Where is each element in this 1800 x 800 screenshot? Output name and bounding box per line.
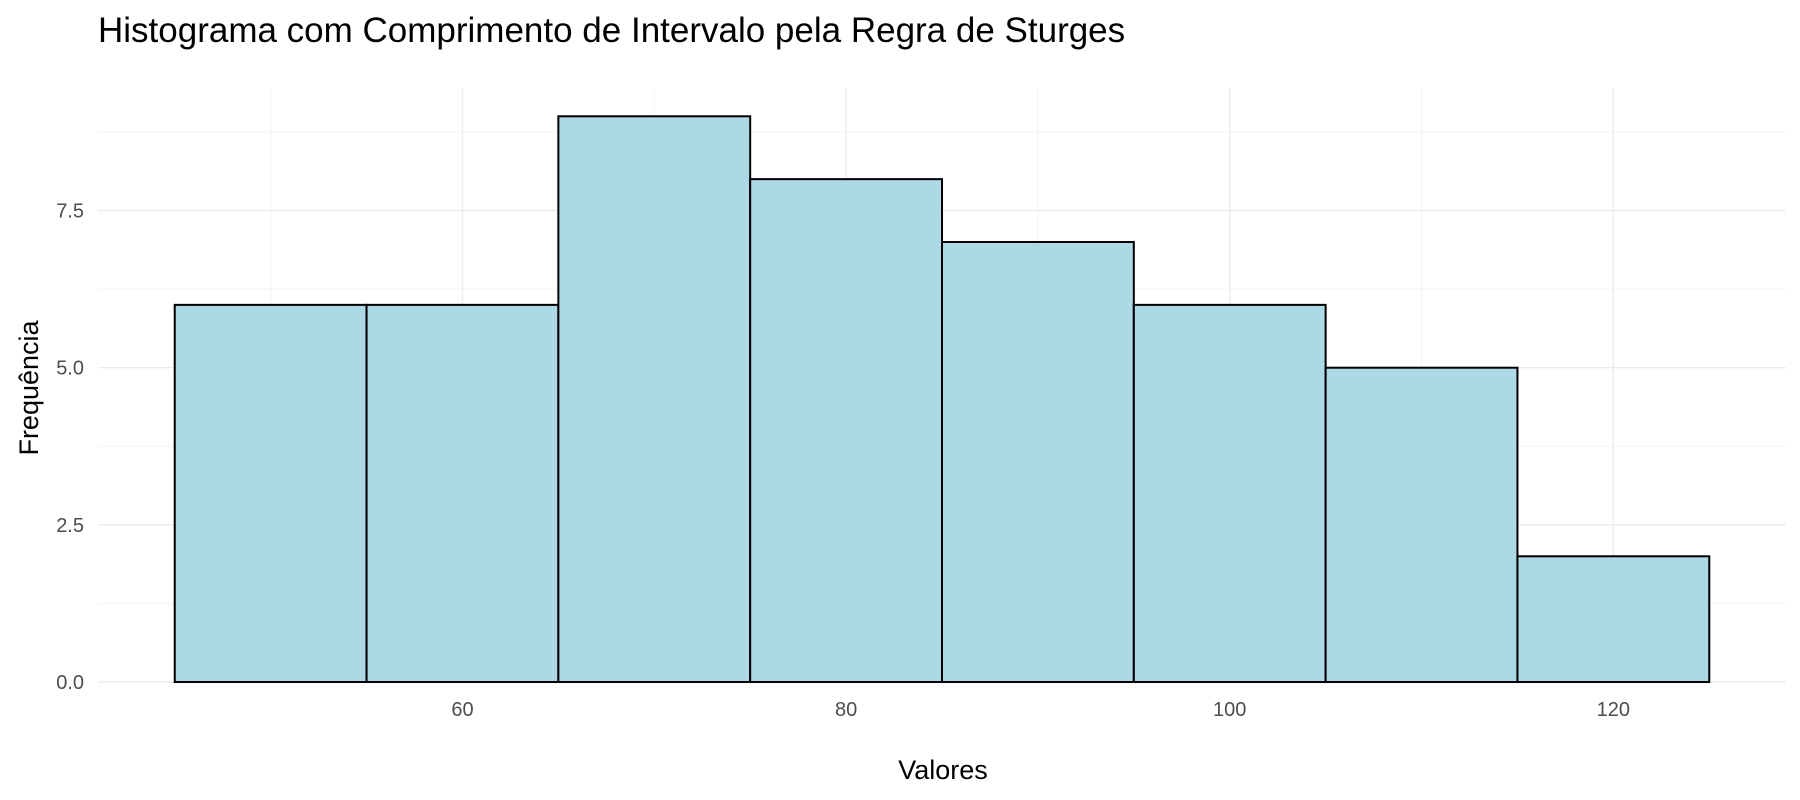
y-tick-label: 0.0	[56, 672, 84, 694]
y-axis-title: Frequência	[14, 319, 44, 455]
histogram-bar	[365, 303, 560, 683]
histogram-bar	[557, 115, 752, 684]
histogram-bar	[749, 178, 943, 683]
x-tick-label: 100	[1213, 699, 1246, 721]
y-axis-ticks: 0.0 2.5 5.0 7.5	[56, 201, 84, 694]
histogram-bar	[941, 241, 1135, 683]
y-tick-label: 2.5	[56, 515, 84, 537]
x-tick-label: 80	[835, 699, 857, 721]
y-tick-label: 5.0	[56, 358, 84, 380]
x-tick-label: 60	[451, 699, 473, 721]
y-tick-label: 7.5	[56, 201, 84, 223]
histogram-bars	[173, 115, 1711, 684]
x-axis-ticks: 60 80 100 120	[451, 699, 1630, 721]
histogram-bar	[173, 303, 368, 683]
x-tick-label: 120	[1597, 699, 1630, 721]
histogram-bar	[1516, 555, 1711, 683]
x-axis-title: Valores	[898, 755, 988, 785]
chart-title: Histograma com Comprimento de Intervalo …	[98, 11, 1125, 50]
histogram-bar	[1324, 366, 1519, 683]
histogram-bar	[1132, 303, 1327, 683]
